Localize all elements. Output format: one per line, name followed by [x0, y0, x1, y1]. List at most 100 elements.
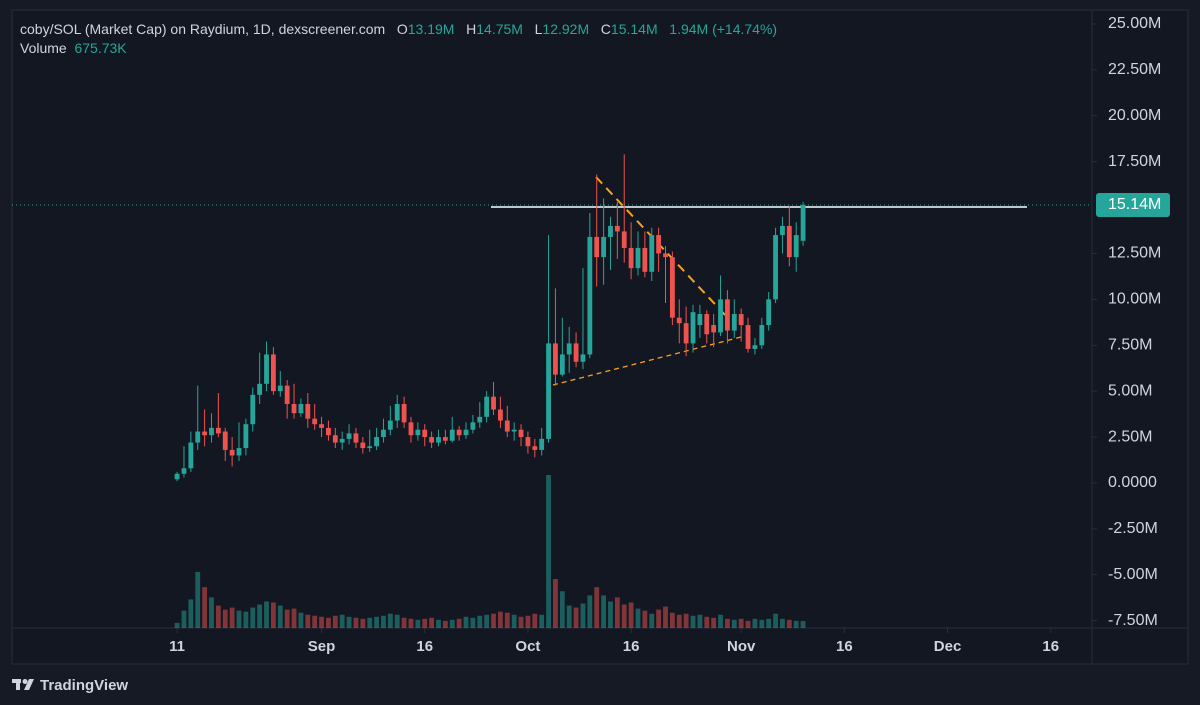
candle-body: [800, 204, 806, 241]
candle-body: [773, 235, 778, 300]
candle-body: [491, 396, 496, 410]
y-tick-label: 2.50M: [1108, 428, 1152, 445]
candle-body: [188, 442, 194, 469]
candle-body: [580, 354, 586, 362]
volume-bar: [635, 608, 641, 628]
x-tick-label: Dec: [934, 638, 962, 655]
volume-bar: [429, 617, 435, 628]
candle-body: [745, 325, 751, 349]
candle-body: [408, 422, 414, 436]
volume-bar: [442, 620, 448, 628]
candle-body: [270, 354, 276, 392]
candle-body: [277, 385, 283, 392]
candle-body: [635, 247, 641, 269]
volume-bar: [401, 617, 407, 628]
volume-bar: [319, 616, 324, 628]
candle-body: [566, 343, 572, 355]
candle-body: [504, 420, 510, 432]
candle-body: [731, 314, 737, 331]
volume-bar: [642, 610, 648, 628]
candle-body: [573, 343, 579, 362]
volume-bar: [621, 604, 627, 628]
candle-body: [587, 236, 593, 355]
drawn-trend-line: [595, 176, 728, 318]
volume-bar: [656, 609, 662, 628]
legend-key: L: [534, 21, 543, 37]
volume-bar: [518, 616, 524, 628]
volume-bar: [360, 618, 366, 628]
candle-body: [250, 394, 256, 425]
candle-body: [704, 314, 710, 335]
candle-body: [305, 404, 311, 419]
candle-body: [786, 225, 792, 258]
volume-bar: [346, 616, 352, 628]
candle-body: [470, 422, 476, 430]
candle-body: [752, 345, 758, 349]
volume-bar: [793, 620, 799, 628]
volume-bar: [608, 601, 613, 628]
candle-body: [326, 427, 331, 436]
candle-body: [381, 429, 386, 438]
y-tick-label: 10.00M: [1108, 291, 1161, 308]
volume-bar: [766, 618, 772, 628]
volume-bar: [264, 601, 269, 628]
volume-bar: [539, 614, 545, 628]
volume-bar: [312, 615, 318, 628]
volume-bar: [305, 614, 311, 628]
x-tick-label: Nov: [727, 638, 756, 655]
y-tick-label: 7.50M: [1108, 336, 1152, 353]
candle-body: [477, 416, 483, 423]
volume-bar: [614, 597, 620, 628]
candle-body: [298, 404, 304, 414]
volume-legend: Volume 675.73K: [20, 40, 127, 56]
candle-body: [195, 431, 201, 443]
candle-body: [669, 257, 675, 318]
volume-bar: [229, 607, 235, 628]
candle-body: [532, 446, 538, 450]
candle-body: [401, 404, 407, 423]
volume-bar: [436, 619, 441, 628]
candle-body: [642, 247, 648, 272]
candle-body: [683, 323, 689, 344]
candle-body: [780, 225, 785, 236]
y-tick-label: 17.50M: [1108, 153, 1161, 170]
volume-bar: [525, 615, 531, 628]
legend-value: 15.14M: [610, 21, 658, 37]
volume-bar: [683, 613, 689, 628]
chart-frame: [11, 9, 1189, 665]
legend-value: 14.75M: [476, 21, 523, 37]
x-tick-label: 16: [623, 638, 640, 655]
volume-bar: [491, 613, 496, 628]
candle-body: [339, 438, 345, 443]
last-price-label: 15.14M: [1108, 196, 1161, 213]
volume-bar: [277, 605, 283, 628]
candle-body: [766, 299, 772, 326]
candle-body: [759, 325, 765, 346]
candle-body: [312, 418, 318, 425]
candle-body: [415, 429, 421, 436]
candle-body: [663, 253, 668, 258]
candle-body: [257, 383, 263, 395]
volume-bar: [594, 587, 600, 628]
ohlc-legend: coby/SOL (Market Cap) on Raydium, 1D, de…: [20, 21, 777, 37]
volume-bar: [181, 610, 187, 628]
volume-bar: [415, 619, 421, 628]
volume-bar: [711, 617, 717, 628]
candle-body: [463, 429, 469, 436]
legend-value: 12.92M: [542, 21, 590, 37]
volume-bar: [174, 622, 180, 628]
candle-body: [553, 343, 558, 375]
candle-body: [511, 429, 517, 432]
candle-body: [711, 325, 717, 333]
candle-body: [498, 409, 503, 421]
volume-bar: [773, 613, 778, 628]
legend-key: C: [600, 21, 611, 37]
volume-bar: [408, 618, 414, 628]
volume-bar: [587, 595, 593, 628]
volume-bar: [188, 599, 194, 628]
candle-body: [525, 437, 531, 447]
candle-body: [546, 343, 551, 439]
volume-bar: [546, 475, 551, 628]
volume-bar: [725, 618, 730, 628]
candle-body: [656, 235, 662, 254]
